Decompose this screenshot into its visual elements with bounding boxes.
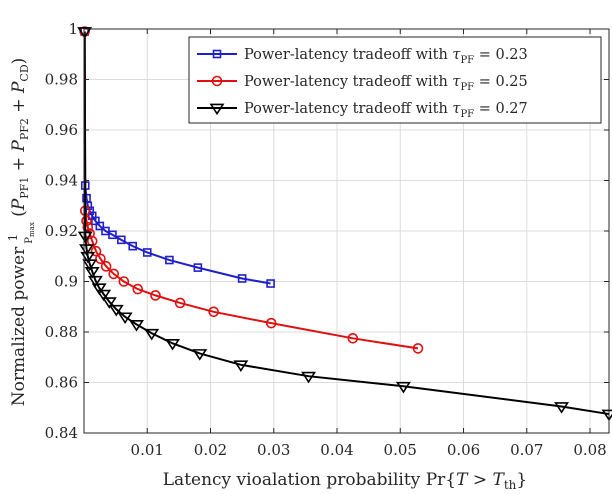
x-tick-label: 0.06 bbox=[447, 441, 480, 459]
data-point bbox=[91, 216, 100, 226]
data-point bbox=[96, 289, 112, 302]
data-point bbox=[554, 402, 570, 414]
legend-marker bbox=[209, 103, 225, 116]
legend-marker bbox=[211, 75, 223, 87]
y-tick-label: 0.86 bbox=[45, 374, 78, 392]
x-tick-label: 0.08 bbox=[573, 441, 606, 459]
y-tick-label: 0.84 bbox=[45, 424, 78, 442]
y-tick-label: 0.98 bbox=[45, 71, 78, 89]
legend-marker bbox=[212, 49, 222, 59]
data-point bbox=[101, 297, 117, 309]
data-point bbox=[265, 317, 277, 329]
data-point bbox=[80, 251, 96, 264]
data-point bbox=[266, 279, 275, 288]
data-point bbox=[144, 328, 160, 341]
y-tick-label: 0.96 bbox=[45, 121, 78, 139]
data-point bbox=[165, 338, 181, 351]
x-tick-label: 0.05 bbox=[384, 441, 417, 459]
data-point bbox=[395, 381, 411, 394]
legend-label: Power-latency tradeoff with τPF = 0.23 bbox=[244, 47, 528, 66]
data-point bbox=[208, 306, 219, 318]
data-point bbox=[108, 268, 120, 280]
series-line bbox=[83, 31, 610, 416]
data-point bbox=[91, 283, 107, 295]
x-tick-label: 0.01 bbox=[131, 441, 164, 459]
series-3 bbox=[77, 27, 612, 422]
y-tick-label: 0.88 bbox=[45, 323, 78, 341]
data-point bbox=[412, 343, 424, 354]
data-point bbox=[193, 263, 203, 272]
legend-label: Power-latency tradeoff with τPF = 0.27 bbox=[244, 101, 528, 120]
data-point bbox=[84, 266, 100, 279]
data-point bbox=[100, 261, 112, 272]
legend: Power-latency tradeoff with τPF = 0.23 Po… bbox=[188, 36, 602, 124]
x-tick-label: 0.03 bbox=[257, 441, 290, 459]
x-tick-label: 0.07 bbox=[510, 441, 543, 459]
data-point bbox=[90, 245, 102, 257]
data-point bbox=[237, 274, 247, 283]
y-tick-label: 0.9 bbox=[54, 273, 78, 291]
series-line bbox=[83, 31, 419, 350]
y-tick-label: 0.92 bbox=[45, 222, 78, 240]
data-point bbox=[132, 283, 144, 295]
data-point bbox=[142, 248, 152, 257]
tick-labels: 0.01 0.02 0.03 0.04 0.05 0.06 0.07 0.08 0.84 0.86… bbox=[45, 20, 607, 459]
data-point bbox=[82, 259, 98, 272]
data-point bbox=[77, 27, 93, 39]
data-point bbox=[95, 221, 105, 231]
data-point bbox=[95, 253, 106, 265]
data-point bbox=[108, 304, 124, 317]
data-point bbox=[174, 297, 186, 309]
y-tick-label: 1 bbox=[68, 20, 78, 38]
data-point bbox=[108, 230, 117, 240]
data-point bbox=[77, 231, 93, 244]
data-point bbox=[301, 371, 317, 384]
data-point bbox=[117, 312, 133, 325]
series-layer bbox=[77, 26, 612, 422]
data-point bbox=[233, 360, 249, 373]
ticks bbox=[84, 28, 609, 434]
legend-label: Power-latency tradeoff with τPF = 0.25 bbox=[244, 74, 528, 93]
x-axis-title: Latency vioalation probability Pr{T > Tt… bbox=[163, 470, 527, 492]
legend-box bbox=[188, 36, 602, 124]
data-point bbox=[347, 333, 359, 344]
x-tick-label: 0.04 bbox=[320, 441, 353, 459]
data-point bbox=[129, 320, 144, 332]
data-point bbox=[118, 276, 130, 287]
data-point bbox=[192, 349, 208, 361]
data-point bbox=[81, 215, 92, 227]
series-line bbox=[83, 31, 271, 285]
series-1 bbox=[80, 27, 275, 288]
x-tick-label: 0.02 bbox=[194, 441, 227, 459]
data-point bbox=[165, 255, 174, 265]
data-point bbox=[150, 290, 161, 301]
y-tick-label: 0.94 bbox=[45, 172, 78, 190]
data-point bbox=[128, 241, 138, 251]
data-point bbox=[87, 275, 103, 288]
data-point bbox=[117, 235, 126, 245]
y-axis-title: Normalized power 1 Pmax (PPF1 + PPF2 + PC… bbox=[6, 58, 36, 407]
